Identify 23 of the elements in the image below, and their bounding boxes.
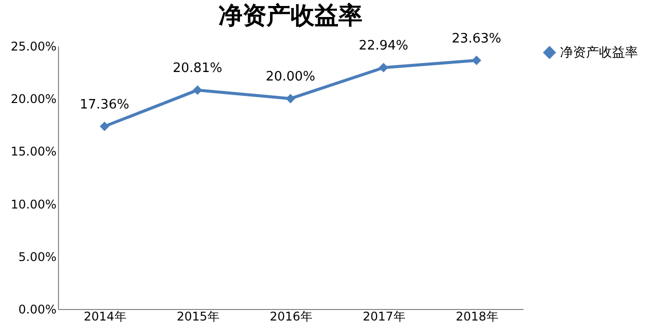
- point: [472, 56, 482, 66]
- x-tick-label: 2018年: [456, 310, 498, 324]
- data-label: 20.81%: [172, 61, 222, 76]
- y-tick-label: 20.00%: [10, 92, 56, 106]
- x-tick-label: 2016年: [270, 310, 312, 324]
- legend-label: 净资产收益率: [560, 44, 638, 60]
- point: [286, 94, 296, 104]
- point: [100, 122, 110, 132]
- data-label: 17.36%: [80, 97, 130, 112]
- y-tick-label: 10.00%: [10, 197, 56, 212]
- point: [192, 85, 202, 95]
- y-tick-label: 5.00%: [18, 250, 56, 264]
- x-tick-label: 2017年: [362, 310, 406, 324]
- x-tick-label: 2014年: [84, 310, 126, 324]
- y-tick-label: 0.00%: [18, 302, 56, 316]
- y-tick-label: 25.00%: [10, 40, 56, 54]
- point: [378, 62, 388, 72]
- data-label: 23.63%: [452, 31, 502, 46]
- y-tick-label: 15.00%: [10, 144, 56, 159]
- data-label: 22.94%: [358, 38, 408, 54]
- chart-title: 净资产收益率: [218, 1, 362, 30]
- data-label: 20.00%: [266, 70, 316, 85]
- x-tick-label: 2015年: [176, 310, 220, 324]
